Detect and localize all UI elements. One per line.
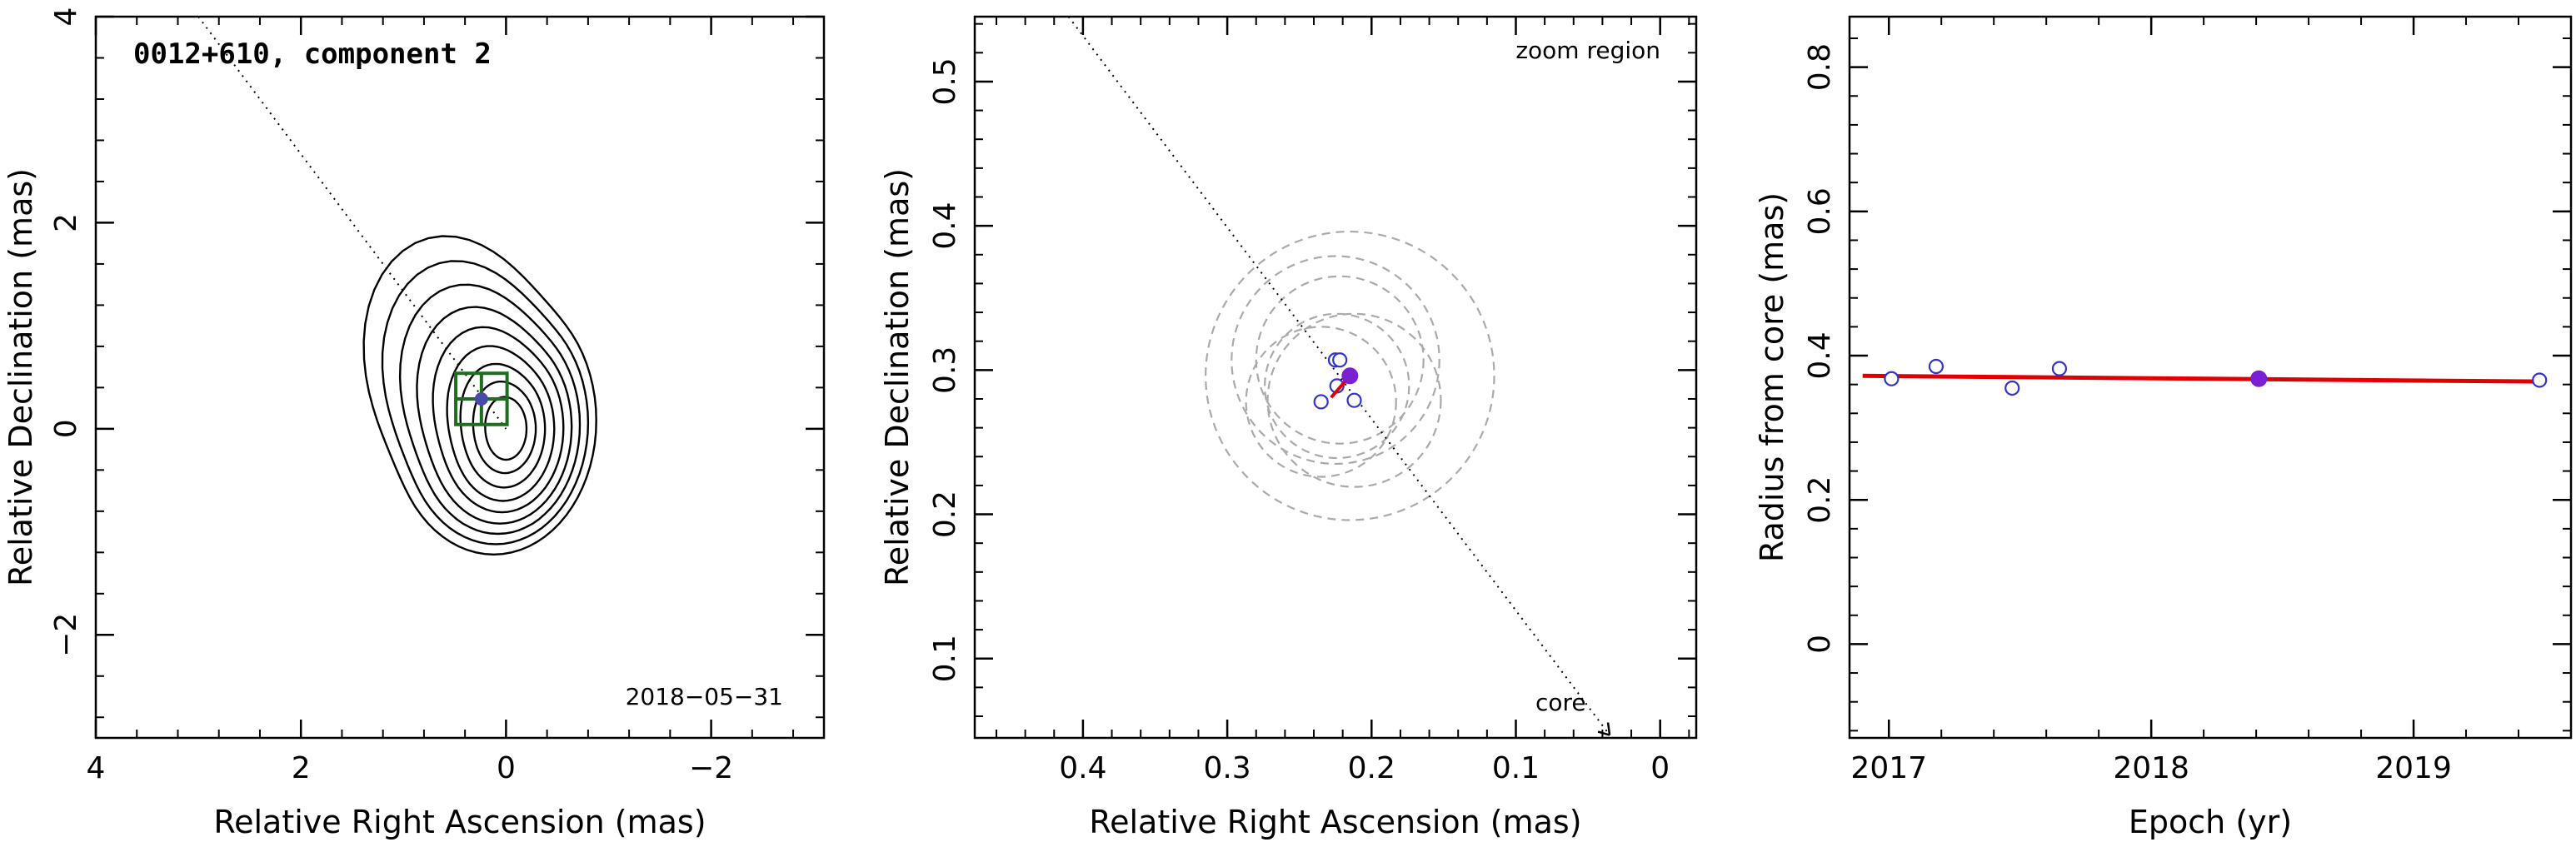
x-tick-label: 0 xyxy=(497,751,516,785)
core-direction-line xyxy=(197,16,507,430)
core-direction-line xyxy=(1067,16,1610,736)
panel2-frame xyxy=(973,15,1698,740)
y-tick-label: 0.5 xyxy=(928,57,962,105)
y-tick-label: 0.4 xyxy=(928,202,962,250)
uncertainty-circle xyxy=(1231,255,1440,466)
contour-line xyxy=(484,396,528,461)
epoch-point xyxy=(1313,394,1329,410)
x-tick-label: 2018 xyxy=(2113,751,2189,785)
reference-epoch-point xyxy=(1341,367,1359,385)
y-tick-label: 0.2 xyxy=(928,491,962,538)
y-tick-label: 0.1 xyxy=(928,635,962,682)
x-tick-label: −2 xyxy=(689,751,733,785)
panel3-ticks: 2017 2018 2019 0 0.2 0.4 0.6 0.8 xyxy=(1803,17,2572,785)
x-tick-label: 2019 xyxy=(2375,751,2452,785)
x-tick-label: 0 xyxy=(1650,751,1670,785)
component-marker xyxy=(474,391,488,406)
epoch-point xyxy=(2532,372,2548,388)
uncertainty-circle xyxy=(1245,326,1397,478)
panel1-xlabel: Relative Right Ascension (mas) xyxy=(213,804,706,840)
y-tick-label: 0.3 xyxy=(928,346,962,394)
contour-line xyxy=(472,381,537,475)
panel3-ylabel: Radius from core (mas) xyxy=(1754,192,1790,562)
y-tick-label: 0.6 xyxy=(1803,187,1837,235)
x-tick-label: 0.4 xyxy=(1059,751,1106,785)
panel1-ticks: 4 2 0 −2 −2 0 2 4 xyxy=(49,7,824,785)
x-tick-label: 4 xyxy=(87,751,106,785)
panel1-title: 0012+610, component 2 xyxy=(133,37,492,71)
epoch-point xyxy=(2051,361,2068,376)
epoch-point xyxy=(1928,358,1944,375)
panel2-ylabel: Relative Declination (mas) xyxy=(879,168,916,586)
uncertainty-circle xyxy=(1264,312,1410,460)
contour-line xyxy=(398,283,582,536)
panel-radius-vs-epoch: 2017 2018 2019 0 0.2 0.4 0.6 0.8 Epoch (yr) Rad… xyxy=(1754,15,2573,840)
contour-plot-area xyxy=(197,16,597,556)
y-tick-label: 0 xyxy=(49,419,83,438)
x-tick-label: 2 xyxy=(292,751,311,785)
x-tick-label: 2017 xyxy=(1850,751,1927,785)
panel1-frame xyxy=(94,15,826,740)
contour-line xyxy=(459,362,547,489)
core-arrowhead xyxy=(1597,722,1611,736)
contour-line xyxy=(416,306,573,525)
epoch-point xyxy=(1332,352,1348,368)
y-tick-label: 0.2 xyxy=(1803,476,1837,524)
y-tick-label: 0.4 xyxy=(1803,331,1837,379)
panel2-title: zoom region xyxy=(1515,37,1660,64)
epoch-point xyxy=(2004,380,2020,396)
x-tick-label: 0.3 xyxy=(1203,751,1251,785)
uncertainty-circle xyxy=(1255,275,1425,445)
y-tick-label: 2 xyxy=(49,213,83,232)
y-tick-label: −2 xyxy=(49,613,83,657)
epoch-point xyxy=(1884,371,1900,386)
x-tick-label: 0.1 xyxy=(1492,751,1540,785)
contour-line xyxy=(446,345,556,502)
epoch-point xyxy=(1346,392,1362,408)
contour-line xyxy=(362,235,597,556)
zoom-plot-area xyxy=(1067,16,1611,736)
panel2-ticks: 0.4 0.3 0.2 0.1 0 0.1 0.2 0.3 0.4 0.5 xyxy=(928,17,1696,785)
radius-plot-area xyxy=(1862,358,2548,396)
contour-line xyxy=(432,326,565,514)
uncertainty-circle xyxy=(1266,312,1442,488)
panel1-ylabel: Relative Declination (mas) xyxy=(2,168,39,586)
y-tick-label: 0 xyxy=(1803,635,1837,654)
panel-zoom-region: 0.4 0.3 0.2 0.1 0 0.1 0.2 0.3 0.4 0.5 zoom region… xyxy=(879,15,1698,840)
panel3-xlabel: Epoch (yr) xyxy=(2129,804,2292,840)
x-tick-label: 0.2 xyxy=(1348,751,1395,785)
panel2-xlabel: Relative Right Ascension (mas) xyxy=(1089,804,1581,840)
y-tick-label: 0.8 xyxy=(1803,43,1837,91)
core-label: core xyxy=(1535,689,1586,716)
panel-contour-map: 4 2 0 −2 −2 0 2 4 0012+610, component 2 2018−05… xyxy=(2,7,826,840)
reference-epoch-point xyxy=(2250,370,2268,387)
y-tick-label: 4 xyxy=(49,7,83,27)
panel3-frame xyxy=(1848,15,2573,740)
contour-line xyxy=(381,260,590,546)
fit-line xyxy=(1862,373,2545,384)
panel1-date-label: 2018−05−31 xyxy=(626,683,783,710)
